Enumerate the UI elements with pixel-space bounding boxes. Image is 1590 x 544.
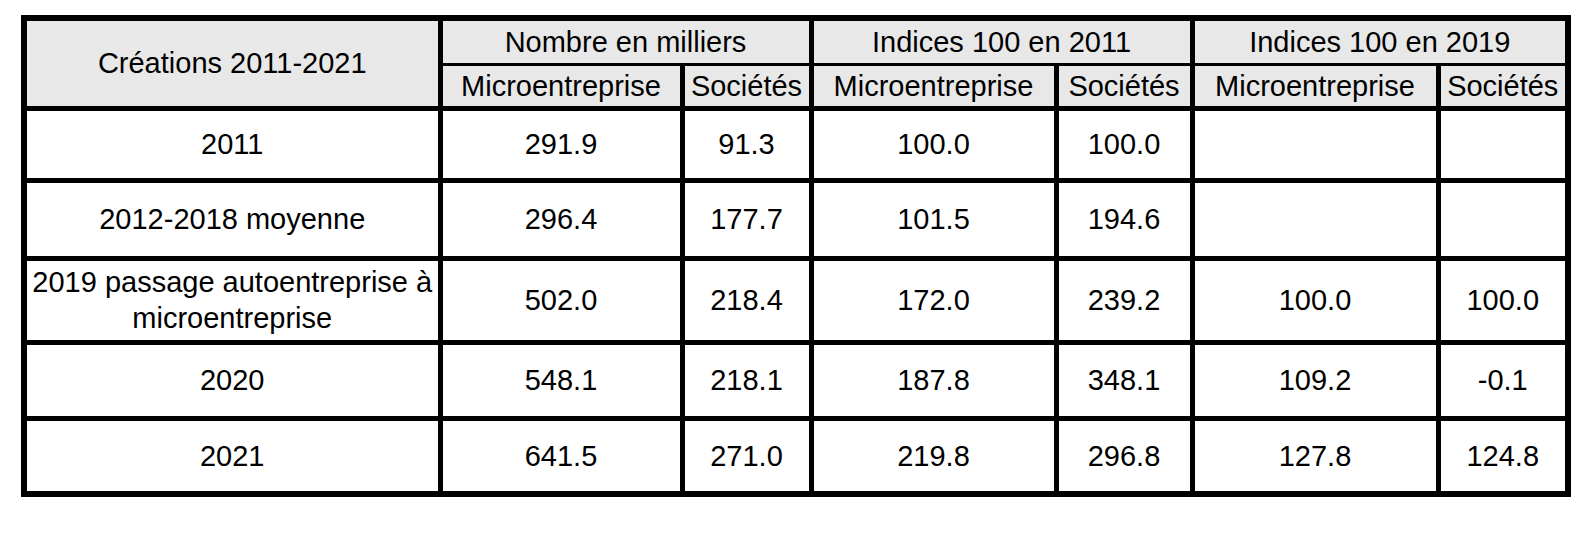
page-background: Créations 2011-2021 Nombre en milliers I… <box>0 0 1590 544</box>
data-cell: 124.8 <box>1438 418 1568 494</box>
data-cell: 291.9 <box>440 108 682 180</box>
data-cell: 271.0 <box>682 418 811 494</box>
data-cell: 100.0 <box>1056 108 1192 180</box>
data-cell: 548.1 <box>440 342 682 418</box>
data-cell: 502.0 <box>440 258 682 342</box>
data-cell: 641.5 <box>440 418 682 494</box>
data-cell: 348.1 <box>1056 342 1192 418</box>
subheader-nombre-societes: Sociétés <box>682 64 811 108</box>
table-row-2019: 2019 passage autoentreprise à microentre… <box>24 258 1568 342</box>
table-row-2020: 2020 548.1 218.1 187.8 348.1 109.2 -0.1 <box>24 342 1568 418</box>
data-cell: 100.0 <box>811 108 1056 180</box>
data-cell: 239.2 <box>1056 258 1192 342</box>
data-cell: 296.8 <box>1056 418 1192 494</box>
group-header-indices-100-en-2011: Indices 100 en 2011 <box>811 18 1192 64</box>
subheader-nombre-microentreprise: Microentreprise <box>440 64 682 108</box>
data-cell-empty <box>1192 180 1438 258</box>
data-cell-empty <box>1192 108 1438 180</box>
corner-header-cell: Créations 2011-2021 <box>24 18 440 108</box>
table-row-2021: 2021 641.5 271.0 219.8 296.8 127.8 124.8 <box>24 418 1568 494</box>
data-cell: 127.8 <box>1192 418 1438 494</box>
table-row-2012-2018: 2012-2018 moyenne 296.4 177.7 101.5 194.… <box>24 180 1568 258</box>
data-cell: 194.6 <box>1056 180 1192 258</box>
subheader-2019-microentreprise: Microentreprise <box>1192 64 1438 108</box>
data-cell: 187.8 <box>811 342 1056 418</box>
data-cell: 218.1 <box>682 342 811 418</box>
data-cell: 219.8 <box>811 418 1056 494</box>
data-cell: 172.0 <box>811 258 1056 342</box>
data-cell: 109.2 <box>1192 342 1438 418</box>
header-row-groups: Créations 2011-2021 Nombre en milliers I… <box>24 18 1568 64</box>
data-cell-empty <box>1438 108 1568 180</box>
row-label-cell: 2012-2018 moyenne <box>24 180 440 258</box>
table-row-2011: 2011 291.9 91.3 100.0 100.0 <box>24 108 1568 180</box>
creations-table: Créations 2011-2021 Nombre en milliers I… <box>21 15 1571 497</box>
group-header-nombre-en-milliers: Nombre en milliers <box>440 18 811 64</box>
data-cell: 101.5 <box>811 180 1056 258</box>
subheader-2011-microentreprise: Microentreprise <box>811 64 1056 108</box>
row-label-cell: 2020 <box>24 342 440 418</box>
data-cell: 100.0 <box>1192 258 1438 342</box>
data-cell: -0.1 <box>1438 342 1568 418</box>
data-cell: 100.0 <box>1438 258 1568 342</box>
data-cell: 91.3 <box>682 108 811 180</box>
row-label-cell: 2021 <box>24 418 440 494</box>
subheader-2019-societes: Sociétés <box>1438 64 1568 108</box>
data-cell-empty <box>1438 180 1568 258</box>
row-label-cell: 2019 passage autoentreprise à microentre… <box>24 258 440 342</box>
row-label-cell: 2011 <box>24 108 440 180</box>
data-cell: 218.4 <box>682 258 811 342</box>
data-cell: 296.4 <box>440 180 682 258</box>
subheader-2011-societes: Sociétés <box>1056 64 1192 108</box>
group-header-indices-100-en-2019: Indices 100 en 2019 <box>1192 18 1568 64</box>
data-cell: 177.7 <box>682 180 811 258</box>
